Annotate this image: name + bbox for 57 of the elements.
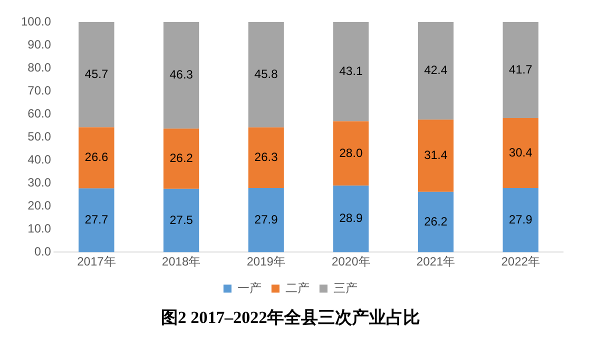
bar (163, 128, 200, 189)
data-label: 46.3 (170, 68, 194, 82)
legend-label: 一产 (238, 280, 262, 295)
bar (78, 22, 114, 128)
bar (418, 22, 454, 120)
bar (163, 22, 200, 129)
data-label: 26.3 (254, 150, 278, 164)
bar (418, 120, 454, 192)
data-label: 27.5 (170, 212, 194, 227)
x-tick-label: 2018年 (162, 254, 201, 269)
bar (333, 121, 369, 186)
data-label: 45.8 (254, 67, 278, 82)
x-tick-label: 2020年 (332, 254, 370, 269)
x-tick-label: 2019年 (246, 254, 286, 269)
legend-label: 三产 (334, 280, 358, 295)
data-label: 42.4 (424, 63, 448, 78)
data-label: 41.7 (508, 62, 533, 76)
y-tick-label: 100.0 (21, 14, 52, 28)
y-tick-label: 60.0 (28, 106, 52, 120)
data-label: 28.0 (339, 146, 363, 160)
text: 图2 2017–2022年全县三次产业占比 (160, 308, 420, 328)
y-tick-label: 0.0 (34, 244, 52, 259)
bar (163, 188, 200, 252)
x-tick-label: 2021年 (416, 254, 456, 269)
data-label: 31.4 (424, 148, 448, 162)
y-tick-label: 30.0 (28, 175, 52, 190)
bar (502, 22, 538, 118)
bar (248, 127, 284, 188)
bar (502, 188, 538, 252)
bar (333, 22, 369, 122)
x-tick-label: 2022年 (501, 254, 540, 269)
y-tick-label: 20.0 (28, 198, 52, 212)
y-tick-label: 50.0 (28, 129, 52, 144)
data-label: 27.7 (84, 212, 108, 227)
y-tick-label: 10.0 (28, 221, 52, 236)
data-label: 27.9 (508, 212, 533, 226)
data-label: 26.2 (170, 151, 194, 166)
bar (502, 118, 538, 188)
y-tick-label: 90.0 (28, 37, 52, 52)
legend-label: 二产 (286, 280, 310, 295)
data-label: 26.6 (84, 150, 108, 164)
data-label: 43.1 (339, 64, 363, 78)
y-tick-label: 80.0 (28, 60, 52, 74)
bar (418, 192, 454, 252)
bar (78, 188, 114, 252)
bar (78, 127, 114, 188)
bar (248, 22, 284, 128)
data-label: 26.2 (424, 214, 448, 228)
data-label: 30.4 (508, 145, 533, 160)
x-tick-label: 2017年 (77, 254, 116, 269)
data-label: 27.9 (254, 212, 278, 226)
y-tick-label: 70.0 (28, 83, 52, 98)
y-tick-label: 40.0 (28, 152, 52, 166)
bar (248, 188, 284, 252)
data-label: 45.7 (84, 66, 108, 81)
bar (333, 186, 369, 252)
data-label: 28.9 (339, 211, 363, 226)
